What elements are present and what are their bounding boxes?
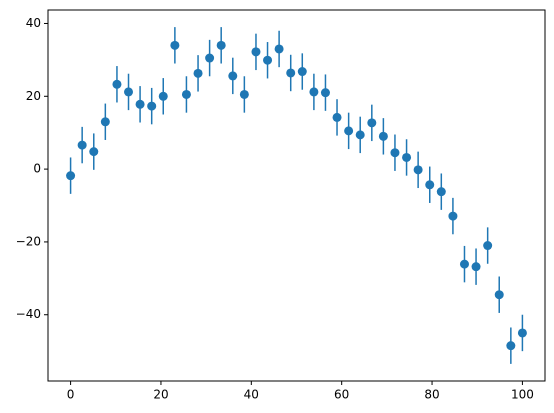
data-point <box>309 87 319 97</box>
data-point <box>170 40 180 50</box>
data-point <box>471 262 481 272</box>
data-point <box>124 87 134 97</box>
data-point <box>506 341 516 351</box>
data-point <box>89 147 99 157</box>
data-point <box>251 47 261 57</box>
x-tick-label: 40 <box>244 388 259 402</box>
data-point <box>402 152 412 162</box>
data-point <box>355 130 365 140</box>
data-point <box>494 290 504 300</box>
data-point <box>205 53 215 63</box>
data-point <box>344 126 354 136</box>
y-tick-label: 0 <box>33 162 41 176</box>
data-point <box>459 259 469 269</box>
x-tick-label: 60 <box>334 388 349 402</box>
data-point <box>263 55 273 65</box>
x-tick-label: 20 <box>153 388 168 402</box>
data-point <box>193 68 203 78</box>
data-point <box>274 44 284 54</box>
data-point <box>413 165 423 175</box>
data-point <box>517 328 527 338</box>
data-point <box>390 148 400 158</box>
data-point <box>378 131 388 141</box>
data-point <box>147 101 157 111</box>
data-point <box>181 89 191 99</box>
data-point <box>436 187 446 197</box>
data-point <box>286 68 296 78</box>
x-tick-label: 0 <box>67 388 75 402</box>
plot-frame <box>47 9 546 382</box>
data-point <box>239 89 249 99</box>
data-point <box>112 79 122 89</box>
x-tick-label: 80 <box>424 388 439 402</box>
data-point <box>100 117 110 127</box>
y-tick-label: −20 <box>16 234 41 248</box>
data-point <box>216 40 226 50</box>
data-point <box>297 67 307 77</box>
data-point <box>367 118 377 128</box>
y-tick-label: −40 <box>16 307 41 321</box>
data-point <box>320 88 330 98</box>
data-point <box>158 91 168 101</box>
y-tick-label: 40 <box>26 16 41 30</box>
data-point <box>332 112 342 122</box>
data-point <box>228 71 238 81</box>
data-point <box>425 180 435 190</box>
x-tick-label: 100 <box>511 388 534 402</box>
data-point <box>77 140 87 150</box>
data-point <box>448 211 458 221</box>
data-point <box>483 241 493 251</box>
data-point <box>135 99 145 109</box>
y-tick-label: 20 <box>26 89 41 103</box>
data-point <box>66 171 76 181</box>
